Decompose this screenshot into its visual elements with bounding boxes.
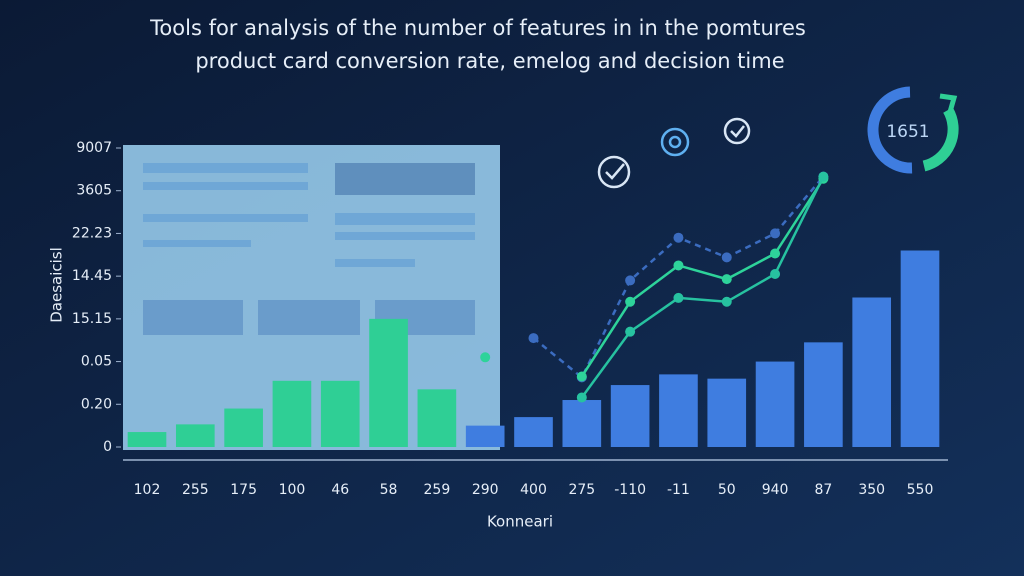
badge: 1651 — [867, 86, 959, 174]
x-tick-label: 87 — [814, 482, 832, 498]
y-tick-label: 0.05 — [81, 354, 112, 370]
line-marker — [818, 171, 829, 182]
y-tick-label: 0 — [103, 439, 112, 455]
bar — [127, 432, 167, 447]
x-tick-label: 275 — [568, 482, 595, 498]
bar — [175, 424, 215, 447]
chart-subtitle: product card conversion rate, emelog and… — [195, 49, 784, 73]
y-tick-label: 14.45 — [72, 268, 112, 284]
badge-label: 1651 — [886, 122, 929, 142]
line-marker — [625, 326, 636, 337]
line-marker — [721, 252, 732, 263]
x-tick-label: 940 — [762, 482, 789, 498]
x-tick-label: 46 — [331, 482, 349, 498]
x-tick-label: 259 — [424, 482, 451, 498]
y-tick-label: 3605 — [76, 183, 112, 199]
line-marker — [576, 392, 587, 403]
x-tick-label: 58 — [380, 482, 398, 498]
line-marker — [770, 269, 781, 280]
bar — [852, 297, 892, 447]
bar — [369, 318, 408, 447]
line-marker — [673, 232, 684, 243]
x-tick-label: 255 — [182, 482, 209, 498]
y-tick-label: 0.20 — [81, 396, 112, 412]
line — [580, 176, 825, 399]
x-tick-label: 290 — [472, 482, 499, 498]
bar — [562, 400, 602, 447]
x-tick-label: -11 — [667, 482, 690, 498]
line-marker — [673, 292, 684, 303]
line-marker — [576, 371, 587, 382]
bar — [707, 378, 747, 447]
line-marker — [625, 296, 636, 307]
line-marker — [528, 333, 539, 344]
bar — [272, 380, 312, 447]
x-tick-label: 350 — [858, 482, 885, 498]
line-marker — [480, 352, 491, 363]
bar — [804, 342, 843, 447]
x-axis-label: Konneari — [487, 513, 553, 531]
y-tick-label: 9007 — [76, 140, 112, 156]
bar — [417, 389, 457, 447]
bar — [610, 385, 650, 447]
line-marker — [721, 274, 732, 285]
x-tick-label: 550 — [907, 482, 934, 498]
line-marker — [625, 275, 636, 286]
x-tick-label: 100 — [279, 482, 306, 498]
bar — [320, 380, 360, 447]
bar — [659, 374, 698, 447]
icons — [597, 117, 751, 189]
y-tick-label: 22.23 — [72, 225, 112, 241]
x-tick-label: 175 — [230, 482, 257, 498]
bar — [514, 417, 553, 447]
line-marker — [721, 296, 732, 307]
chart-title: Tools for analysis of the number of feat… — [149, 16, 806, 40]
x-tick-label: -110 — [614, 482, 646, 498]
bar — [224, 408, 263, 447]
card — [123, 145, 500, 450]
y-axis-label: Daesaicisl — [48, 247, 66, 323]
line — [580, 178, 825, 378]
bar — [900, 250, 940, 447]
line-marker — [770, 248, 781, 259]
bar — [465, 425, 505, 447]
line-marker — [770, 228, 781, 239]
x-tick-label: 102 — [134, 482, 161, 498]
line-marker — [673, 260, 684, 271]
x-tick-label: 50 — [718, 482, 736, 498]
bar — [755, 361, 795, 447]
y-tick-label: 15.15 — [72, 311, 112, 327]
x-tick-label: 400 — [520, 482, 547, 498]
